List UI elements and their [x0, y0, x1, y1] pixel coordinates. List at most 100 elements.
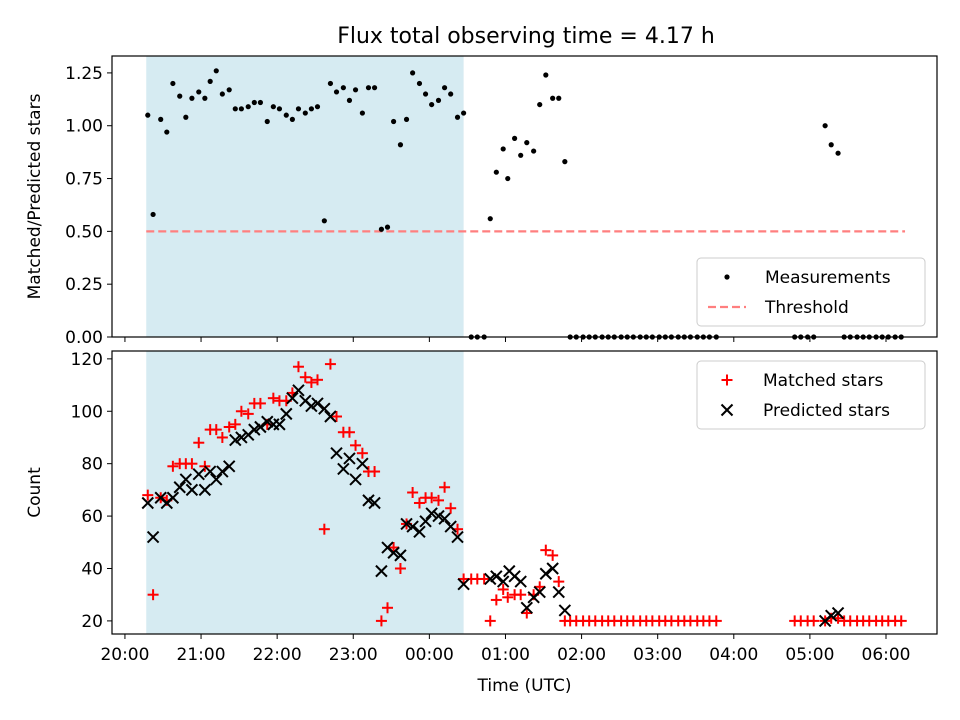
- measurement-point: [270, 104, 276, 110]
- top-frame: [111, 55, 938, 338]
- predicted-star-point: [330, 446, 343, 460]
- predicted-star-point-b: [235, 431, 248, 444]
- predicted-star-point-b: [406, 520, 419, 533]
- predicted-star-point: [438, 512, 451, 525]
- matched-star-point: [413, 497, 425, 509]
- predicted-star-point-b: [539, 567, 553, 580]
- measurements-legend-marker: [724, 274, 730, 280]
- matched-star-point: [311, 374, 323, 386]
- measurement-point: [410, 70, 416, 76]
- predicted-star-point-b: [261, 415, 274, 428]
- bottom-legend-box: [696, 360, 926, 430]
- measurement-point: [524, 140, 530, 146]
- measurement-point: [537, 101, 543, 108]
- predicted-star-point-b: [337, 462, 350, 476]
- predicted-star-point-b: [419, 515, 432, 528]
- matched-star-point: [142, 489, 154, 501]
- predicted-star-point-b: [273, 418, 286, 431]
- top-legend-box: [696, 257, 926, 327]
- measurement-point: [219, 91, 225, 97]
- predicted-star-point: [318, 402, 331, 415]
- predicted-star-point-b: [146, 530, 160, 544]
- matched-star-point: [521, 607, 533, 619]
- matched-star-point: [808, 615, 820, 627]
- measurement-point: [340, 85, 346, 91]
- measurement-point: [257, 99, 264, 106]
- predicted-star-point-b: [490, 570, 503, 583]
- predicted-star-point: [387, 546, 400, 559]
- chart-title: Flux total observing time = 4.17 h: [337, 24, 715, 49]
- predicted-star-point: [185, 483, 199, 497]
- measurement-point: [435, 97, 442, 103]
- predicted-star-point-b: [166, 491, 180, 504]
- predicted-star-point-b: [831, 606, 845, 620]
- measurement-point: [321, 218, 327, 224]
- matched-legend-marker: [721, 374, 733, 386]
- predicted-star-point: [198, 483, 212, 497]
- predicted-star-point: [520, 601, 533, 615]
- bottom-ytick-label: 60: [81, 507, 103, 527]
- top-ylabel: Matched/Predicted stars: [25, 93, 45, 299]
- measurement-point: [283, 112, 289, 118]
- measurement-point: [461, 110, 467, 116]
- predicted-star-point: [444, 520, 457, 533]
- predicted-star-point: [539, 567, 553, 580]
- predicted-star-point-b: [292, 384, 305, 397]
- top-shaded-interval: [146, 56, 464, 337]
- predicted-star-point-b: [451, 530, 464, 544]
- measurement-point: [245, 104, 251, 110]
- measurement-point: [183, 114, 189, 120]
- predicted-star-point: [203, 465, 217, 478]
- predicted-star-point: [216, 465, 229, 478]
- measurement-point: [454, 114, 461, 120]
- predicted-star-point: [425, 507, 438, 520]
- predicted-star-point: [222, 460, 236, 473]
- measurement-point: [177, 93, 183, 99]
- matched-star-point: [299, 371, 311, 383]
- predicted-legend-marker: [720, 403, 734, 417]
- predicted-star-point: [273, 418, 286, 431]
- predicted-star-point-b: [533, 585, 546, 599]
- bottom-frame: [111, 350, 938, 635]
- measurement-point: [556, 95, 562, 101]
- measurement-point: [164, 129, 170, 135]
- predicted-star-point-b: [387, 546, 400, 559]
- matched-star-point: [167, 460, 179, 472]
- predicted-star-point: [490, 570, 503, 583]
- predicted-star-point: [394, 549, 407, 562]
- measurement-point: [238, 106, 244, 112]
- predicted-star-point: [825, 609, 838, 622]
- bottom-panel: 20 40 60 80 100 120 20:00 21:00 22:00 23:00 00:00 0…: [25, 350, 938, 696]
- predicted-star-point: [496, 575, 510, 588]
- measurement-point: [493, 169, 499, 175]
- predicted-star-point: [552, 585, 565, 599]
- predicted-star-point: [280, 407, 293, 421]
- bottom-xtick-label: 21:00: [177, 645, 226, 665]
- predicted-star-point: [337, 462, 350, 476]
- predicted-star-point-b: [496, 575, 510, 588]
- bottom-ytick-label: 20: [81, 612, 103, 632]
- predicted-star-point: [406, 520, 419, 533]
- matched-star-point: [356, 447, 368, 459]
- predicted-star-point: [146, 530, 160, 544]
- measurement-point: [543, 72, 549, 78]
- predicted-star-point: [558, 604, 572, 617]
- measurement-point: [429, 101, 435, 108]
- bottom-xtick-label: 20:00: [100, 645, 149, 665]
- matched-star-point: [382, 602, 394, 614]
- measurement-point: [333, 89, 340, 95]
- predicted-star-point-b: [438, 512, 451, 525]
- measurement-point: [276, 106, 283, 112]
- predicted-star-point-b: [330, 446, 343, 460]
- bottom-ytick-label: 120: [71, 350, 103, 370]
- matched-star-point: [394, 562, 406, 574]
- predicted-star-point: [413, 525, 426, 539]
- top-ytick-label: 0.00: [65, 328, 103, 348]
- measurement-point: [441, 85, 448, 91]
- matched-star-point: [445, 502, 457, 514]
- matched-star-point: [292, 361, 304, 373]
- matched-star-point: [350, 439, 362, 451]
- predicted-star-point-b: [299, 394, 312, 407]
- measurement-point: [295, 106, 302, 112]
